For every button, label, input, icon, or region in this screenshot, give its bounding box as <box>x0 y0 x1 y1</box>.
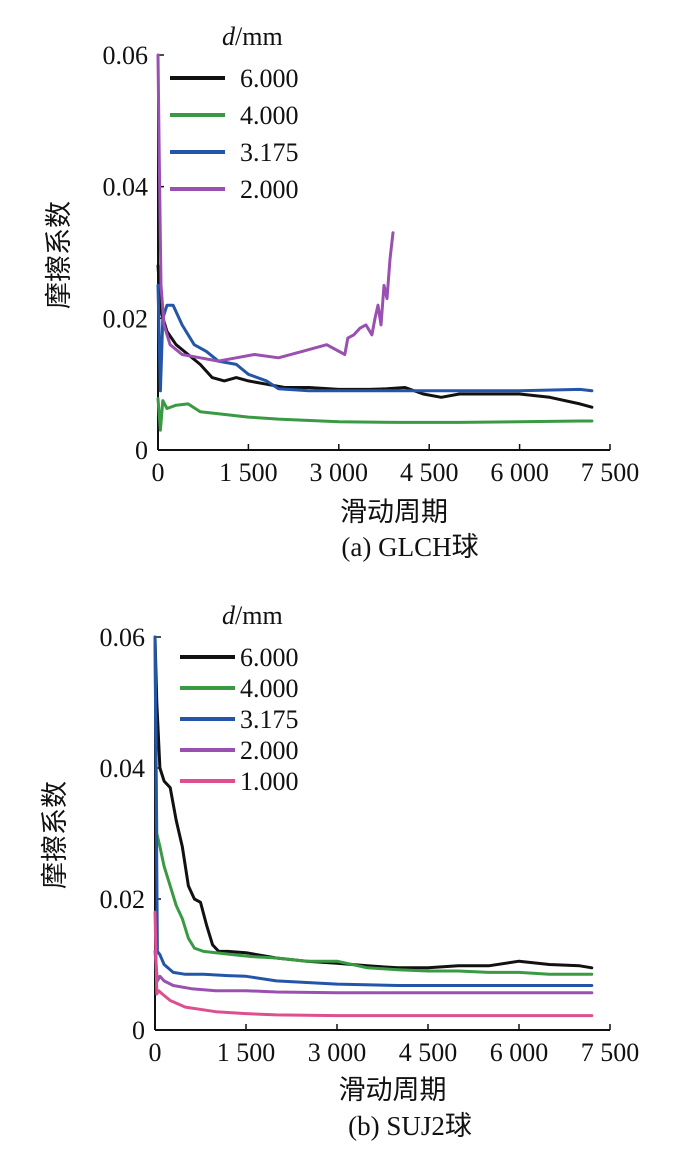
x-tick-label: 6 000 <box>490 1038 549 1067</box>
y-axis-label: 摩擦系数 <box>40 781 71 889</box>
y-axis-label: 摩擦系数 <box>44 201 75 309</box>
series-line-2-000 <box>153 949 594 995</box>
y-tick-label: 0.04 <box>100 754 146 783</box>
x-axis-label: 滑动周期 <box>340 497 448 528</box>
x-tick-label: 1 500 <box>219 458 278 487</box>
legend-entry: 6.000 <box>240 643 299 672</box>
legend-title-unit: /mm <box>235 22 283 51</box>
legend-entry: 3.175 <box>240 705 299 734</box>
x-tick-label: 0 <box>152 458 165 487</box>
y-tick-label: 0.02 <box>100 885 146 914</box>
y-tick-label: 0.04 <box>103 173 149 202</box>
x-tick-label: 1 500 <box>217 1038 276 1067</box>
legend-title-unit: /mm <box>235 601 283 630</box>
series-line-3-175 <box>153 635 594 987</box>
x-tick-label: 7 500 <box>581 1038 640 1067</box>
series-line-6-000 <box>156 264 594 409</box>
panel-b-suj2: 0 0.02 0.04 0.06 0 1 500 3 000 4 500 6 000 7 500 摩… <box>40 601 639 1141</box>
y-tick-label: 0 <box>132 1016 145 1045</box>
legend-entry: 6.000 <box>240 64 299 93</box>
y-tick-label: 0.06 <box>100 623 146 652</box>
legend-entry: 1.000 <box>240 767 299 796</box>
series-line-6-000 <box>153 635 594 970</box>
x-tick-label: 3 000 <box>308 1038 367 1067</box>
legend-entry: 3.175 <box>240 138 299 167</box>
legend-title-variable: d <box>222 22 236 51</box>
panel-caption: (a) GLCH球 <box>341 532 478 562</box>
series-line-1-000 <box>153 910 594 1018</box>
panel-a-glch: 0 0.02 0.04 0.06 0 1 500 3 000 4 500 6 000 7 500 摩… <box>44 22 639 562</box>
series-line-3-175 <box>156 283 594 393</box>
x-tick-label: 3 000 <box>310 458 369 487</box>
legend-entry: 4.000 <box>240 674 299 703</box>
legend-title: d/mm <box>222 22 283 51</box>
series-line-4-000 <box>153 635 594 976</box>
legend-title-variable: d <box>222 601 236 630</box>
legend-entry: 4.000 <box>240 101 299 130</box>
series-line-4-000 <box>156 397 594 432</box>
y-tick-label: 0.02 <box>103 304 149 333</box>
legend-entry: 2.000 <box>240 175 299 204</box>
legend-title: d/mm <box>222 601 283 630</box>
x-tick-label: 6 000 <box>490 458 549 487</box>
series-line-2-000 <box>156 53 395 363</box>
legend-entry: 2.000 <box>240 736 299 765</box>
y-tick-label: 0 <box>135 436 148 465</box>
x-tick-label: 0 <box>149 1038 162 1067</box>
x-tick-label: 4 500 <box>399 1038 458 1067</box>
y-tick-label: 0.06 <box>103 41 149 70</box>
x-tick-label: 4 500 <box>400 458 459 487</box>
x-tick-label: 7 500 <box>581 458 640 487</box>
panel-caption: (b) SUJ2球 <box>348 1111 472 1141</box>
x-axis-label: 滑动周期 <box>339 1075 447 1106</box>
